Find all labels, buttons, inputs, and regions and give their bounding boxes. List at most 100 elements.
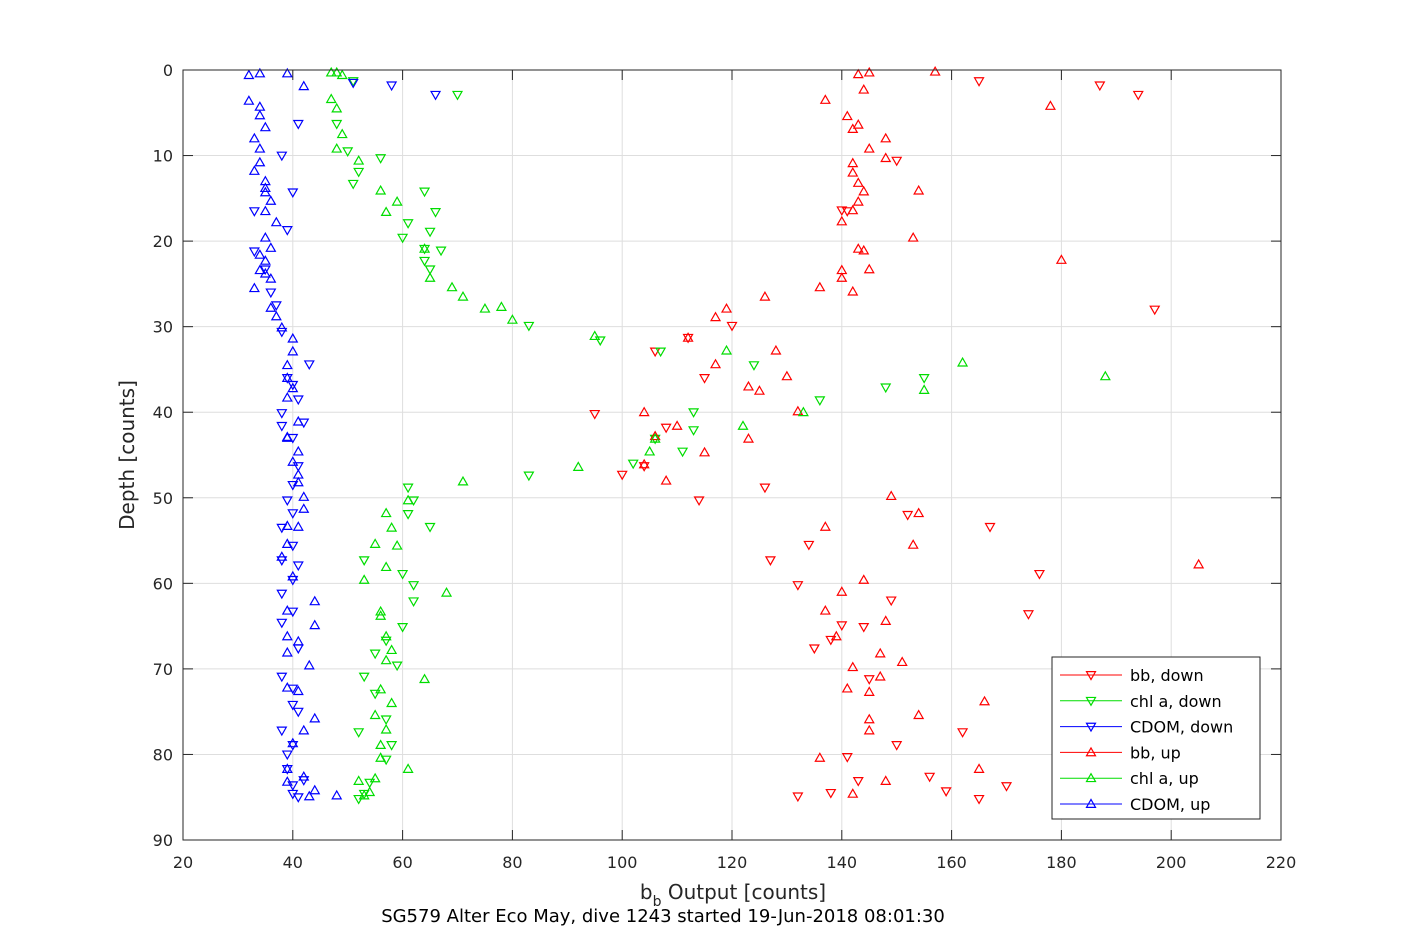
data-point [303,790,315,801]
legend-entry: CDOM, up [1130,795,1210,814]
data-point [331,789,343,800]
data-point [265,242,277,252]
legend-entry: CDOM, down [1130,718,1233,737]
data-point [457,291,469,301]
data-point [863,263,875,274]
data-point [298,491,310,501]
data-point [347,78,359,89]
data-point [276,321,288,332]
data-point [336,69,348,80]
x-tick-label: 180 [1046,853,1077,872]
data-point [281,538,293,548]
data-point [369,689,381,700]
data-point [424,227,436,238]
data-point [847,157,859,168]
data-point [973,763,985,773]
data-point [259,186,271,197]
data-point [292,793,304,803]
figure-caption: SG579 Alter Eco May, dive 1243 started 1… [381,906,945,927]
data-point [369,649,381,660]
data-point [446,281,458,292]
data-point [699,446,711,457]
y-tick-label: 90 [153,831,173,850]
data-point [276,618,288,629]
data-point [819,94,831,104]
data-point [759,291,771,301]
data-point [720,302,733,313]
data-point [973,794,985,805]
data-point [814,281,826,292]
data-point [880,152,892,163]
data-point [276,327,288,338]
data-point [281,496,293,507]
data-point [424,272,436,282]
data-point [353,167,365,178]
data-point [457,475,469,486]
data-point [863,713,875,724]
data-point [419,243,431,253]
data-point [440,587,453,597]
legend-entry: bb, up [1130,743,1181,762]
data-point [353,154,365,165]
data-point [292,635,304,646]
data-point [748,361,760,371]
data-point [874,647,886,658]
data-point [276,589,288,600]
legend-entry: chl a, down [1130,692,1222,711]
data-point [248,132,260,143]
data-point [375,752,387,762]
data-point [638,458,650,469]
series-3 [638,66,1205,798]
data-point [254,156,266,167]
data-point [292,395,304,406]
data-point [880,775,892,785]
y-tick-label: 40 [153,403,173,422]
data-point [792,405,804,416]
data-point [852,68,864,79]
data-point [402,483,414,494]
data-point [336,128,348,139]
data-point [1149,305,1161,316]
data-point [347,179,359,190]
data-point [874,670,886,681]
data-point [287,332,299,343]
y-tick-label: 50 [153,489,173,508]
data-point [907,539,919,549]
data-point [660,423,672,434]
data-point [863,143,875,153]
data-point [276,551,288,561]
data-point [380,206,392,216]
data-point [298,80,310,91]
data-point [973,77,985,87]
data-point [281,391,293,402]
legend-marker [1085,671,1097,681]
data-point [380,507,392,518]
data-point [1044,100,1056,110]
data-point [364,778,376,789]
data-point [380,723,392,734]
data-point [940,787,952,797]
data-point [649,433,661,443]
data-point [419,256,431,267]
data-point [627,459,639,470]
data-point [303,360,315,371]
data-point [292,521,304,531]
data-point [852,177,864,187]
data-point [649,347,661,358]
data-point [419,187,431,198]
series-0 [589,77,1161,805]
data-point [764,556,776,566]
data-point [259,267,271,278]
data-point [797,406,809,417]
data-point [287,741,299,751]
data-point [331,143,343,153]
data-point [309,619,321,630]
data-point [386,81,398,92]
data-point [270,216,282,227]
data-point [836,586,848,596]
data-point [292,685,304,696]
data-point [572,461,584,471]
data-point [287,345,299,356]
data-point [287,380,299,391]
data-point [814,396,826,406]
